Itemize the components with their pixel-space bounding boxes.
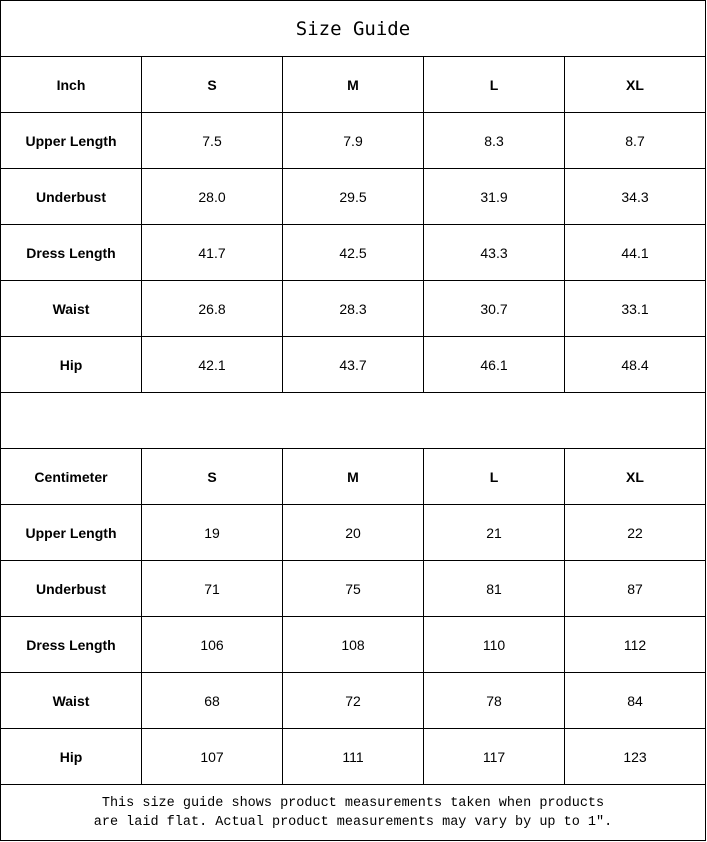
measurement-label: Waist <box>0 672 142 729</box>
table-row: Dress Length 106 108 110 112 <box>0 616 706 673</box>
measurement-value: 78 <box>423 672 565 729</box>
table-row: Upper Length 19 20 21 22 <box>0 504 706 561</box>
note-row: This size guide shows product measuremen… <box>0 784 706 841</box>
measurement-label: Waist <box>0 280 142 337</box>
measurement-value: 7.5 <box>141 112 283 169</box>
measurement-label: Dress Length <box>0 224 142 281</box>
table-row: Dress Length 41.7 42.5 43.3 44.1 <box>0 224 706 281</box>
measurement-value: 46.1 <box>423 336 565 393</box>
measurement-value: 8.7 <box>564 112 706 169</box>
size-header: M <box>282 56 424 113</box>
note-line-1: This size guide shows product measuremen… <box>101 795 605 811</box>
measurement-value: 8.3 <box>423 112 565 169</box>
header-row: Centimeter S M L XL <box>0 448 706 505</box>
measurement-value: 26.8 <box>141 280 283 337</box>
measurement-value: 107 <box>141 728 283 785</box>
header-row: Inch S M L XL <box>0 56 706 113</box>
measurement-value: 68 <box>141 672 283 729</box>
measurement-value: 28.3 <box>282 280 424 337</box>
measurement-value: 33.1 <box>564 280 706 337</box>
measurement-value: 31.9 <box>423 168 565 225</box>
table-row: Waist 68 72 78 84 <box>0 672 706 729</box>
measurement-value: 44.1 <box>564 224 706 281</box>
size-header: M <box>282 448 424 505</box>
measurement-value: 42.5 <box>282 224 424 281</box>
measurement-value: 20 <box>282 504 424 561</box>
measurement-value: 43.3 <box>423 224 565 281</box>
measurement-label: Hip <box>0 336 142 393</box>
measurement-value: 106 <box>141 616 283 673</box>
table-row: Hip 107 111 117 123 <box>0 728 706 785</box>
spacer-row <box>0 392 706 449</box>
unit-header: Inch <box>0 56 142 113</box>
page-title: Size Guide <box>0 0 706 57</box>
measurement-label: Underbust <box>0 168 142 225</box>
measurement-label: Underbust <box>0 560 142 617</box>
size-header: XL <box>564 448 706 505</box>
measurement-value: 29.5 <box>282 168 424 225</box>
measurement-value: 7.9 <box>282 112 424 169</box>
measurement-value: 123 <box>564 728 706 785</box>
measurement-label: Dress Length <box>0 616 142 673</box>
unit-header: Centimeter <box>0 448 142 505</box>
measurement-value: 28.0 <box>141 168 283 225</box>
measurement-value: 30.7 <box>423 280 565 337</box>
measurement-value: 21 <box>423 504 565 561</box>
measurement-value: 87 <box>564 560 706 617</box>
table-row: Underbust 71 75 81 87 <box>0 560 706 617</box>
title-row: Size Guide <box>0 0 706 57</box>
measurement-value: 108 <box>282 616 424 673</box>
measurement-value: 112 <box>564 616 706 673</box>
measurement-value: 43.7 <box>282 336 424 393</box>
spacer-cell <box>0 392 706 449</box>
measurement-value: 34.3 <box>564 168 706 225</box>
measurement-value: 72 <box>282 672 424 729</box>
table-row: Upper Length 7.5 7.9 8.3 8.7 <box>0 112 706 169</box>
note-line-2: are laid flat. Actual product measuremen… <box>93 814 613 830</box>
size-header: L <box>423 448 565 505</box>
table-row: Waist 26.8 28.3 30.7 33.1 <box>0 280 706 337</box>
measurement-value: 84 <box>564 672 706 729</box>
size-header: XL <box>564 56 706 113</box>
measurement-value: 71 <box>141 560 283 617</box>
table-row: Underbust 28.0 29.5 31.9 34.3 <box>0 168 706 225</box>
measurement-label: Hip <box>0 728 142 785</box>
measurement-value: 110 <box>423 616 565 673</box>
measurement-label: Upper Length <box>0 112 142 169</box>
size-header: S <box>141 56 283 113</box>
size-header: S <box>141 448 283 505</box>
table-row: Hip 42.1 43.7 46.1 48.4 <box>0 336 706 393</box>
measurement-value: 41.7 <box>141 224 283 281</box>
measurement-value: 42.1 <box>141 336 283 393</box>
measurement-value: 81 <box>423 560 565 617</box>
measurement-value: 111 <box>282 728 424 785</box>
measurement-value: 75 <box>282 560 424 617</box>
measurement-note: This size guide shows product measuremen… <box>0 784 706 841</box>
measurement-value: 48.4 <box>564 336 706 393</box>
measurement-label: Upper Length <box>0 504 142 561</box>
measurement-value: 19 <box>141 504 283 561</box>
measurement-value: 117 <box>423 728 565 785</box>
size-header: L <box>423 56 565 113</box>
measurement-value: 22 <box>564 504 706 561</box>
